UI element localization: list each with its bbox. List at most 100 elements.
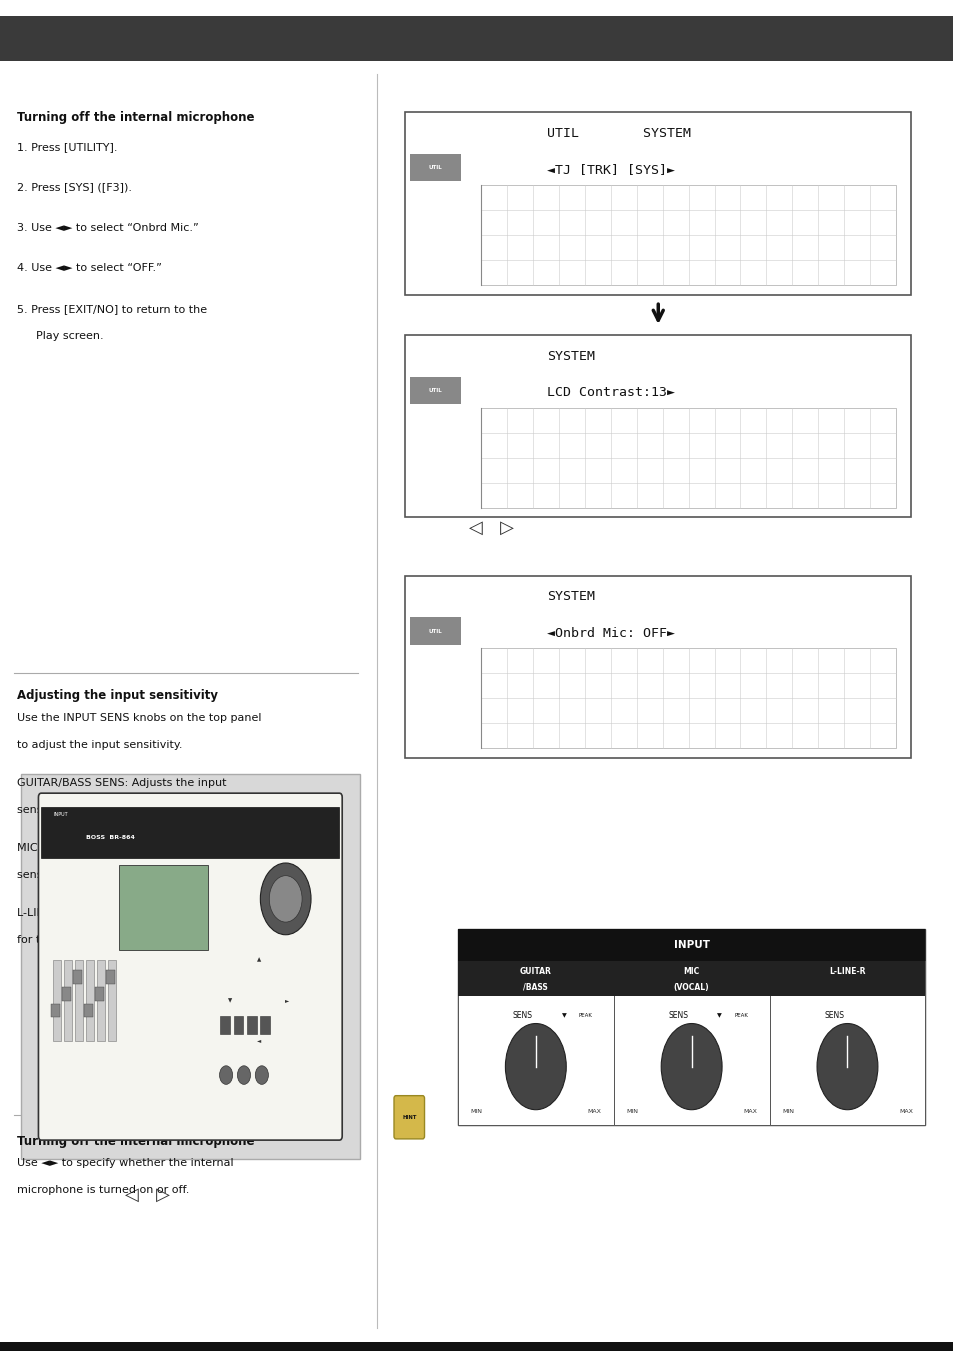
Text: MIC: MIC xyxy=(682,967,700,975)
Bar xyxy=(84,1004,93,1017)
Text: sensitivity for the guitar/bass input jack.: sensitivity for the guitar/bass input ja… xyxy=(17,805,242,815)
Bar xyxy=(457,929,924,961)
FancyBboxPatch shape xyxy=(38,793,342,1140)
Text: L-LINE-R SENS: Adjusts the input sensitivity: L-LINE-R SENS: Adjusts the input sensiti… xyxy=(17,908,259,917)
Bar xyxy=(613,961,769,996)
Bar xyxy=(109,959,115,1042)
Text: 4. Use ◄► to select “OFF.”: 4. Use ◄► to select “OFF.” xyxy=(17,263,162,273)
Text: SENS: SENS xyxy=(823,1011,843,1020)
Text: MAX: MAX xyxy=(898,1109,912,1113)
Bar xyxy=(410,617,460,644)
Text: UTIL: UTIL xyxy=(428,628,442,634)
Text: ▼: ▼ xyxy=(228,998,233,1002)
Text: Use the INPUT SENS knobs on the top panel: Use the INPUT SENS knobs on the top pane… xyxy=(17,713,261,723)
Text: to adjust the input sensitivity.: to adjust the input sensitivity. xyxy=(17,740,182,750)
Bar xyxy=(480,408,895,508)
Bar xyxy=(613,961,769,1125)
Bar xyxy=(457,929,924,1125)
Text: GUITAR/BASS SENS: Adjusts the input: GUITAR/BASS SENS: Adjusts the input xyxy=(17,778,227,788)
Bar xyxy=(97,959,105,1042)
Text: for the line input jacks.: for the line input jacks. xyxy=(17,935,146,944)
Circle shape xyxy=(660,1024,721,1109)
Bar xyxy=(405,335,910,517)
Text: 1. Press [UTILITY].: 1. Press [UTILITY]. xyxy=(17,142,117,151)
Circle shape xyxy=(237,1066,251,1085)
Text: UTIL: UTIL xyxy=(428,165,442,170)
Text: LCD Contrast:13►: LCD Contrast:13► xyxy=(546,386,675,399)
Bar xyxy=(119,865,208,950)
Bar xyxy=(769,961,924,996)
Text: 2. Press [SYS] ([F3]).: 2. Press [SYS] ([F3]). xyxy=(17,182,132,192)
Circle shape xyxy=(219,1066,233,1085)
Text: Play screen.: Play screen. xyxy=(36,331,104,340)
Bar xyxy=(64,959,71,1042)
Text: MIN: MIN xyxy=(781,1109,793,1113)
Text: ◄Onbrd Mic: OFF►: ◄Onbrd Mic: OFF► xyxy=(546,627,675,639)
Text: MIN: MIN xyxy=(625,1109,638,1113)
Text: ▼: ▼ xyxy=(561,1013,566,1019)
Bar xyxy=(53,959,61,1042)
Bar xyxy=(73,970,82,984)
Bar xyxy=(410,377,460,404)
Bar xyxy=(21,774,359,1159)
Text: ◁   ▷: ◁ ▷ xyxy=(125,1185,171,1204)
Text: Turning off the internal microphone: Turning off the internal microphone xyxy=(17,1135,254,1148)
Bar xyxy=(75,959,83,1042)
Text: UTIL: UTIL xyxy=(428,388,442,393)
Text: MIC (VOCAL) SENS: Adjusts the input: MIC (VOCAL) SENS: Adjusts the input xyxy=(17,843,223,852)
Bar xyxy=(41,808,339,858)
Text: Turning off the internal microphone: Turning off the internal microphone xyxy=(17,111,254,124)
Text: (VOCAL): (VOCAL) xyxy=(673,982,709,992)
Bar xyxy=(107,970,115,984)
Bar xyxy=(86,959,93,1042)
Text: SYSTEM: SYSTEM xyxy=(546,590,595,603)
Bar xyxy=(260,1016,270,1035)
Text: ◄TJ [TRK] [SYS]►: ◄TJ [TRK] [SYS]► xyxy=(546,163,675,176)
Bar xyxy=(220,1016,230,1035)
Text: INPUT: INPUT xyxy=(673,940,709,950)
Circle shape xyxy=(505,1024,566,1109)
Text: ▲: ▲ xyxy=(256,958,261,962)
Text: ▼: ▼ xyxy=(717,1013,721,1019)
Text: ◁   ▷: ◁ ▷ xyxy=(468,519,514,538)
Bar xyxy=(0,1342,953,1351)
Text: ◄: ◄ xyxy=(256,1039,261,1043)
Bar xyxy=(405,112,910,295)
Text: UTIL        SYSTEM: UTIL SYSTEM xyxy=(546,127,690,139)
Bar xyxy=(457,961,613,996)
Text: MIN: MIN xyxy=(470,1109,482,1113)
Circle shape xyxy=(260,863,311,935)
Bar xyxy=(233,1016,243,1035)
Text: Use ◄► to specify whether the internal: Use ◄► to specify whether the internal xyxy=(17,1158,233,1167)
Bar xyxy=(247,1016,256,1035)
Text: SENS: SENS xyxy=(667,1011,687,1020)
Text: L-LINE-R: L-LINE-R xyxy=(828,967,864,975)
Text: Adjusting the input sensitivity: Adjusting the input sensitivity xyxy=(17,689,218,703)
Bar xyxy=(480,185,895,285)
Bar xyxy=(51,1004,60,1017)
Bar xyxy=(0,16,953,61)
Text: microphone is turned on or off.: microphone is turned on or off. xyxy=(17,1185,190,1194)
Text: BOSS  BR-864: BOSS BR-864 xyxy=(86,835,134,840)
Text: HINT: HINT xyxy=(401,1115,416,1120)
Bar xyxy=(457,961,613,1125)
Circle shape xyxy=(269,875,302,923)
Text: 5. Press [EXIT/NO] to return to the: 5. Press [EXIT/NO] to return to the xyxy=(17,304,207,313)
Text: ►: ► xyxy=(285,998,290,1002)
Bar xyxy=(480,648,895,748)
Text: GUITAR: GUITAR xyxy=(519,967,551,975)
Bar xyxy=(405,576,910,758)
Circle shape xyxy=(816,1024,877,1109)
Circle shape xyxy=(255,1066,268,1085)
FancyBboxPatch shape xyxy=(394,1096,424,1139)
Text: PEAK: PEAK xyxy=(578,1013,592,1019)
Bar xyxy=(95,988,104,1001)
Text: SYSTEM: SYSTEM xyxy=(546,350,595,362)
Text: INPUT: INPUT xyxy=(53,812,68,816)
Text: /BASS: /BASS xyxy=(523,982,548,992)
Text: SENS: SENS xyxy=(512,1011,532,1020)
Text: sensitivity for the mic input jack.: sensitivity for the mic input jack. xyxy=(17,870,200,880)
Text: MAX: MAX xyxy=(587,1109,600,1113)
Text: PEAK: PEAK xyxy=(734,1013,748,1019)
Text: 3. Use ◄► to select “Onbrd Mic.”: 3. Use ◄► to select “Onbrd Mic.” xyxy=(17,223,199,232)
